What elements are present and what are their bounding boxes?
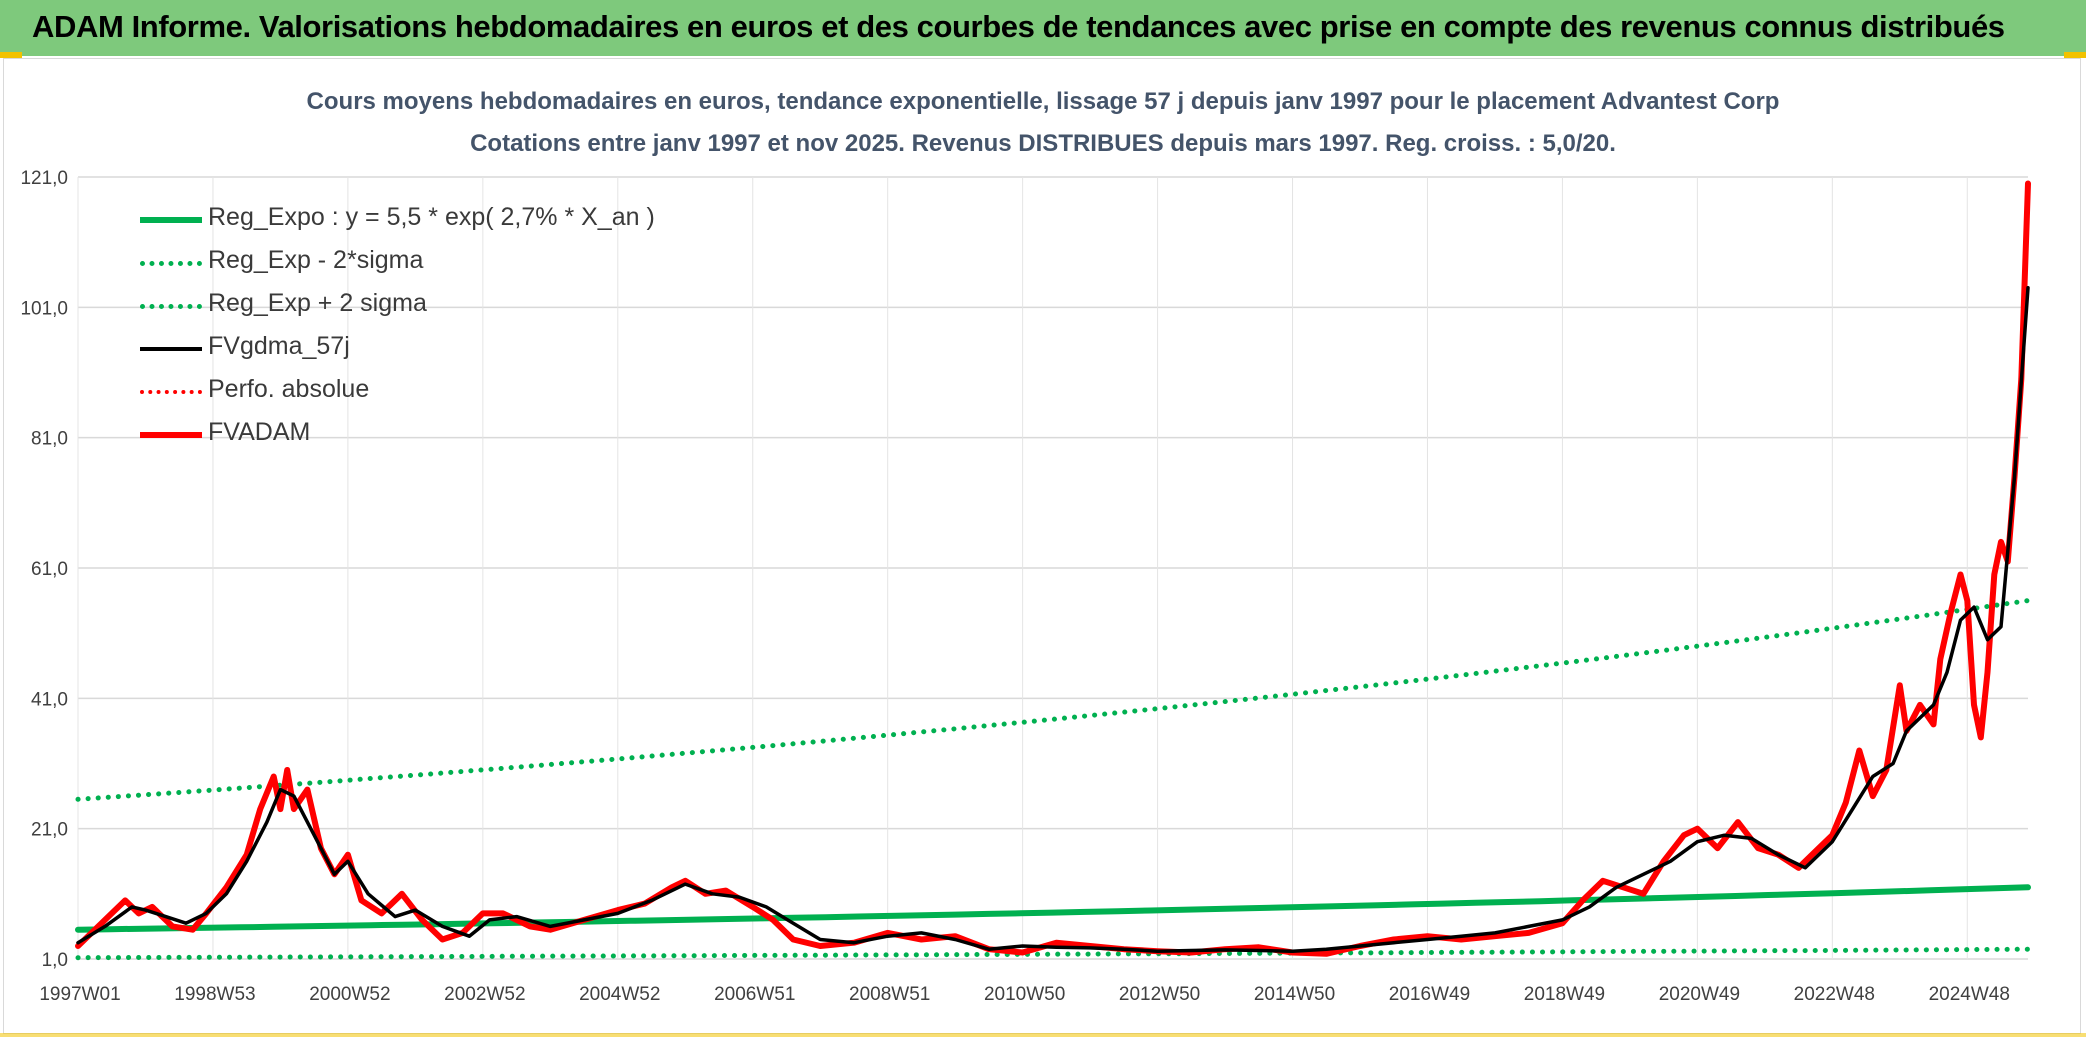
legend-swatch-reg-expo — [140, 217, 202, 223]
y-axis-labels: 121,0 101,0 81,0 61,0 41,0 21,0 1,0 — [20, 168, 68, 971]
legend-label-reg-exp-plus: Reg_Exp + 2 sigma — [208, 289, 427, 317]
grid-lines — [77, 176, 2028, 960]
x-tick-label: 2006W51 — [714, 984, 795, 1005]
y-tick-label: 121,0 — [20, 168, 68, 189]
bottom-border — [0, 1033, 2086, 1037]
series-line — [76, 286, 2030, 953]
series-line — [75, 946, 2031, 961]
report-title: ADAM Informe. Valorisations hebdomadaire… — [32, 9, 2005, 44]
x-tick-label: 2000W52 — [309, 984, 390, 1005]
y-tick-label: 21,0 — [31, 820, 68, 841]
x-tick-label: 2010W50 — [984, 984, 1065, 1005]
legend-label-fvgdma: FVgdma_57j — [208, 332, 350, 360]
series-line — [75, 884, 2031, 933]
x-tick-label: 2014W50 — [1254, 984, 1335, 1005]
x-tick-label: 1998W53 — [174, 984, 255, 1005]
legend-label-reg-exp-minus: Reg_Exp - 2*sigma — [208, 246, 424, 274]
legend-swatch-fvgdma — [140, 347, 202, 351]
x-tick-label: 2024W48 — [1929, 984, 2010, 1005]
legend-label-reg-expo: Reg_Expo : y = 5,5 * exp( 2,7% * X_an ) — [208, 203, 655, 231]
y-tick-label: 81,0 — [31, 429, 68, 450]
x-tick-label: 2018W49 — [1524, 984, 1605, 1005]
chart-title: Cours moyens hebdomadaires en euros, ten… — [306, 88, 1780, 115]
right-corner-mark — [2064, 52, 2086, 58]
report-header: ADAM Informe. Valorisations hebdomadaire… — [0, 0, 2086, 56]
x-tick-label: 2002W52 — [444, 984, 525, 1005]
y-tick-label: 61,0 — [31, 559, 68, 580]
legend-label-fvadam: FVADAM — [208, 418, 311, 446]
legend-swatch-reg-exp-minus — [140, 261, 202, 266]
series-line — [75, 598, 2031, 802]
y-tick-label: 41,0 — [31, 689, 68, 710]
x-axis-labels: 1997W01 1998W53 2000W52 2002W52 2004W52 2006W… — [39, 984, 2010, 1005]
chart-subtitle: Cotations entre janv 1997 et nov 2025. R… — [470, 130, 1616, 157]
x-tick-label: 2022W48 — [1794, 984, 1875, 1005]
legend-swatch-perfo — [140, 390, 202, 394]
legend-label-perfo: Perfo. absolue — [208, 375, 370, 403]
y-tick-label: 101,0 — [20, 298, 68, 319]
left-corner-mark — [0, 52, 22, 58]
x-tick-label: 1997W01 — [39, 984, 120, 1005]
y-tick-label: 1,0 — [42, 950, 68, 971]
legend-swatch-reg-exp-plus — [140, 304, 202, 309]
x-tick-label: 2004W52 — [579, 984, 660, 1005]
x-tick-label: 2012W50 — [1119, 984, 1200, 1005]
series-lines — [75, 180, 2031, 961]
x-tick-label: 2020W49 — [1659, 984, 1740, 1005]
x-tick-label: 2016W49 — [1389, 984, 1470, 1005]
x-tick-label: 2008W51 — [849, 984, 930, 1005]
legend-swatch-fvadam — [140, 432, 202, 438]
